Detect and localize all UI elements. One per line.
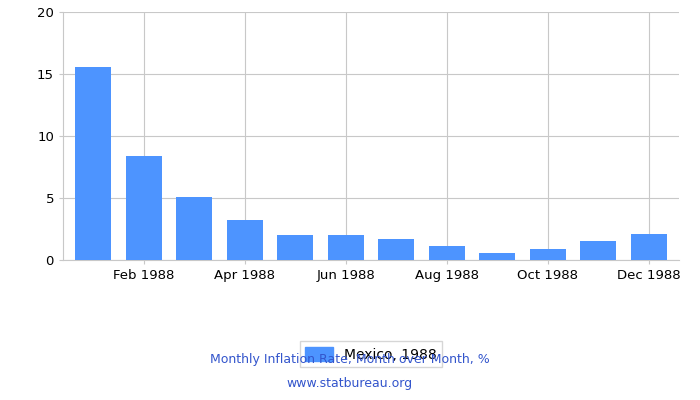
Text: Monthly Inflation Rate, Month over Month, %: Monthly Inflation Rate, Month over Month…	[210, 354, 490, 366]
Bar	[75, 66, 111, 260]
Bar	[176, 197, 213, 260]
Legend: Mexico, 1988: Mexico, 1988	[300, 341, 442, 367]
Bar	[277, 235, 314, 260]
Bar	[227, 220, 263, 260]
Bar	[580, 241, 617, 260]
Bar	[529, 249, 566, 260]
Bar	[631, 234, 667, 260]
Bar	[378, 239, 414, 260]
Text: www.statbureau.org: www.statbureau.org	[287, 378, 413, 390]
Bar	[125, 156, 162, 260]
Bar	[428, 246, 465, 260]
Bar	[479, 252, 515, 260]
Bar	[328, 235, 364, 260]
